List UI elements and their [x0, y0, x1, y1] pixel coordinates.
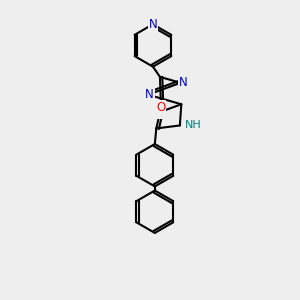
- Text: N: N: [145, 88, 154, 101]
- Text: N: N: [179, 76, 188, 89]
- Text: NH: NH: [185, 120, 202, 130]
- Text: O: O: [156, 101, 165, 114]
- Text: N: N: [148, 18, 157, 31]
- Text: S: S: [156, 105, 164, 118]
